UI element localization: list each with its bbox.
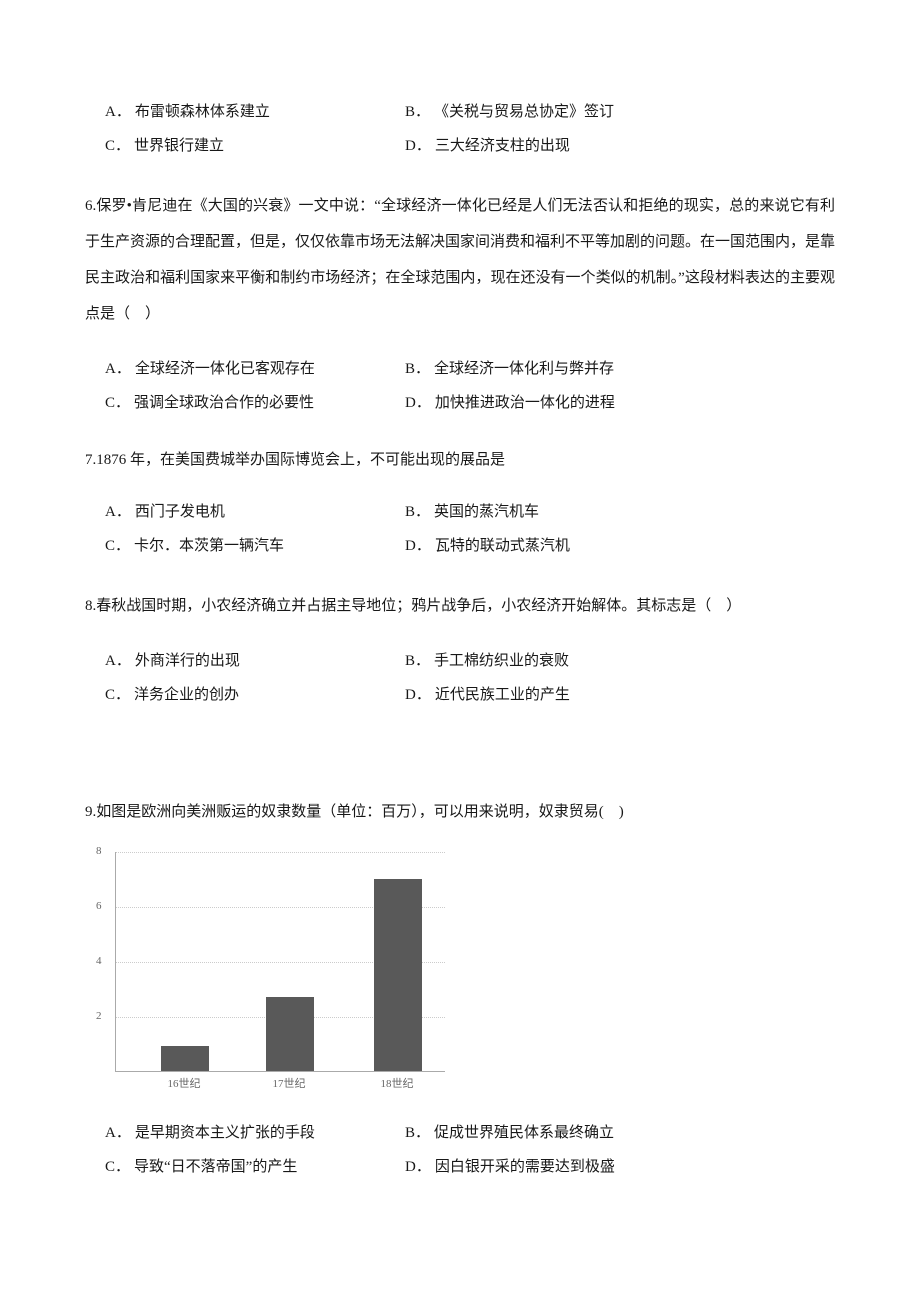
chart-bar <box>266 997 314 1071</box>
option-text: 《关税与贸易总协定》签订 <box>434 100 614 124</box>
option-d: D． 瓦特的联动式蒸汽机 <box>405 534 570 558</box>
option-text: 近代民族工业的产生 <box>435 683 570 707</box>
option-text: 世界银行建立 <box>134 134 224 158</box>
option-text: 外商洋行的出现 <box>135 649 240 673</box>
option-letter: C． <box>105 391 130 415</box>
option-row: A． 布雷顿森林体系建立 B． 《关税与贸易总协定》签订 <box>85 100 835 124</box>
option-c: C． 世界银行建立 <box>105 134 405 158</box>
option-letter: A． <box>105 357 131 381</box>
q9-options: A． 是早期资本主义扩张的手段 B． 促成世界殖民体系最终确立 C． 导致“日不… <box>85 1121 835 1179</box>
q6-options: A． 全球经济一体化已客观存在 B． 全球经济一体化利与弊并存 C． 强调全球政… <box>85 357 835 415</box>
chart-y-label: 6 <box>96 898 102 916</box>
option-a: A． 西门子发电机 <box>105 500 405 524</box>
chart-x-label: 18世纪 <box>381 1076 414 1094</box>
option-text: 手工棉纺织业的衰败 <box>434 649 569 673</box>
option-text: 三大经济支柱的出现 <box>435 134 570 158</box>
option-text: 全球经济一体化利与弊并存 <box>434 357 614 381</box>
slave-trade-chart: 2468 16世纪 17世纪 18世纪 <box>85 852 835 1096</box>
option-letter: C． <box>105 534 130 558</box>
option-c: C． 强调全球政治合作的必要性 <box>105 391 405 415</box>
q6-text: 6.保罗•肯尼迪在《大国的兴衰》一文中说：“全球经济一体化已经是人们无法否认和拒… <box>85 188 835 332</box>
chart-x-label: 16世纪 <box>168 1076 201 1094</box>
option-d: D． 因白银开采的需要达到极盛 <box>405 1155 615 1179</box>
chart-y-label: 8 <box>96 843 102 861</box>
option-text: 促成世界殖民体系最终确立 <box>434 1121 614 1145</box>
option-row: C． 洋务企业的创办 D． 近代民族工业的产生 <box>85 683 835 707</box>
chart-x-labels: 16世纪 17世纪 18世纪 <box>115 1076 445 1096</box>
option-a: A． 是早期资本主义扩张的手段 <box>105 1121 405 1145</box>
option-row: A． 外商洋行的出现 B． 手工棉纺织业的衰败 <box>85 649 835 673</box>
option-a: A． 布雷顿森林体系建立 <box>105 100 405 124</box>
option-text: 卡尔．本茨第一辆汽车 <box>134 534 284 558</box>
option-letter: A． <box>105 100 131 124</box>
chart-y-label: 2 <box>96 1008 102 1026</box>
option-c: C． 导致“日不落帝国”的产生 <box>105 1155 405 1179</box>
option-letter: D． <box>405 534 431 558</box>
option-a: A． 外商洋行的出现 <box>105 649 405 673</box>
option-letter: B． <box>405 357 430 381</box>
option-text: 加快推进政治一体化的进程 <box>435 391 615 415</box>
option-letter: D． <box>405 391 431 415</box>
option-row: A． 全球经济一体化已客观存在 B． 全球经济一体化利与弊并存 <box>85 357 835 381</box>
option-b: B． 促成世界殖民体系最终确立 <box>405 1121 614 1145</box>
option-letter: C． <box>105 683 130 707</box>
option-text: 瓦特的联动式蒸汽机 <box>435 534 570 558</box>
chart-x-label: 17世纪 <box>273 1076 306 1094</box>
chart-gridline <box>116 852 445 853</box>
chart-plot-area: 2468 <box>115 852 445 1072</box>
option-letter: B． <box>405 1121 430 1145</box>
option-a: A． 全球经济一体化已客观存在 <box>105 357 405 381</box>
q7-text: 7.1876 年，在美国费城举办国际博览会上，不可能出现的展品是 <box>85 445 835 475</box>
option-row: C． 世界银行建立 D． 三大经济支柱的出现 <box>85 134 835 158</box>
q8-text: 8.春秋战国时期，小农经济确立并占据主导地位；鸦片战争后，小农经济开始解体。其标… <box>85 588 835 624</box>
option-letter: C． <box>105 1155 130 1179</box>
option-letter: C． <box>105 134 130 158</box>
q9-text: 9.如图是欧洲向美洲贩运的奴隶数量（单位：百万），可以用来说明，奴隶贸易( ) <box>85 797 835 827</box>
option-d: D． 近代民族工业的产生 <box>405 683 570 707</box>
option-letter: A． <box>105 500 131 524</box>
option-letter: D． <box>405 1155 431 1179</box>
option-row: C． 卡尔．本茨第一辆汽车 D． 瓦特的联动式蒸汽机 <box>85 534 835 558</box>
option-text: 英国的蒸汽机车 <box>434 500 539 524</box>
option-letter: B． <box>405 649 430 673</box>
chart-bar <box>161 1046 209 1071</box>
option-b: B． 《关税与贸易总协定》签订 <box>405 100 614 124</box>
option-text: 导致“日不落帝国”的产生 <box>134 1155 297 1179</box>
option-row: A． 是早期资本主义扩张的手段 B． 促成世界殖民体系最终确立 <box>85 1121 835 1145</box>
q5-options: A． 布雷顿森林体系建立 B． 《关税与贸易总协定》签订 C． 世界银行建立 D… <box>85 100 835 158</box>
option-text: 布雷顿森林体系建立 <box>135 100 270 124</box>
chart-y-label: 4 <box>96 953 102 971</box>
option-text: 西门子发电机 <box>135 500 225 524</box>
option-letter: D． <box>405 683 431 707</box>
option-d: D． 加快推进政治一体化的进程 <box>405 391 615 415</box>
option-letter: A． <box>105 649 131 673</box>
option-row: A． 西门子发电机 B． 英国的蒸汽机车 <box>85 500 835 524</box>
option-b: B． 英国的蒸汽机车 <box>405 500 539 524</box>
option-text: 强调全球政治合作的必要性 <box>134 391 314 415</box>
chart-bar <box>374 879 422 1072</box>
option-letter: A． <box>105 1121 131 1145</box>
option-c: C． 卡尔．本茨第一辆汽车 <box>105 534 405 558</box>
option-c: C． 洋务企业的创办 <box>105 683 405 707</box>
option-d: D． 三大经济支柱的出现 <box>405 134 570 158</box>
option-row: C． 强调全球政治合作的必要性 D． 加快推进政治一体化的进程 <box>85 391 835 415</box>
option-letter: B． <box>405 100 430 124</box>
option-letter: B． <box>405 500 430 524</box>
option-text: 洋务企业的创办 <box>134 683 239 707</box>
option-text: 因白银开采的需要达到极盛 <box>435 1155 615 1179</box>
option-row: C． 导致“日不落帝国”的产生 D． 因白银开采的需要达到极盛 <box>85 1155 835 1179</box>
option-text: 全球经济一体化已客观存在 <box>135 357 315 381</box>
option-b: B． 全球经济一体化利与弊并存 <box>405 357 614 381</box>
option-letter: D． <box>405 134 431 158</box>
option-b: B． 手工棉纺织业的衰败 <box>405 649 569 673</box>
q8-options: A． 外商洋行的出现 B． 手工棉纺织业的衰败 C． 洋务企业的创办 D． 近代… <box>85 649 835 707</box>
spacer <box>85 717 835 767</box>
q7-options: A． 西门子发电机 B． 英国的蒸汽机车 C． 卡尔．本茨第一辆汽车 D． 瓦特… <box>85 500 835 558</box>
option-text: 是早期资本主义扩张的手段 <box>135 1121 315 1145</box>
